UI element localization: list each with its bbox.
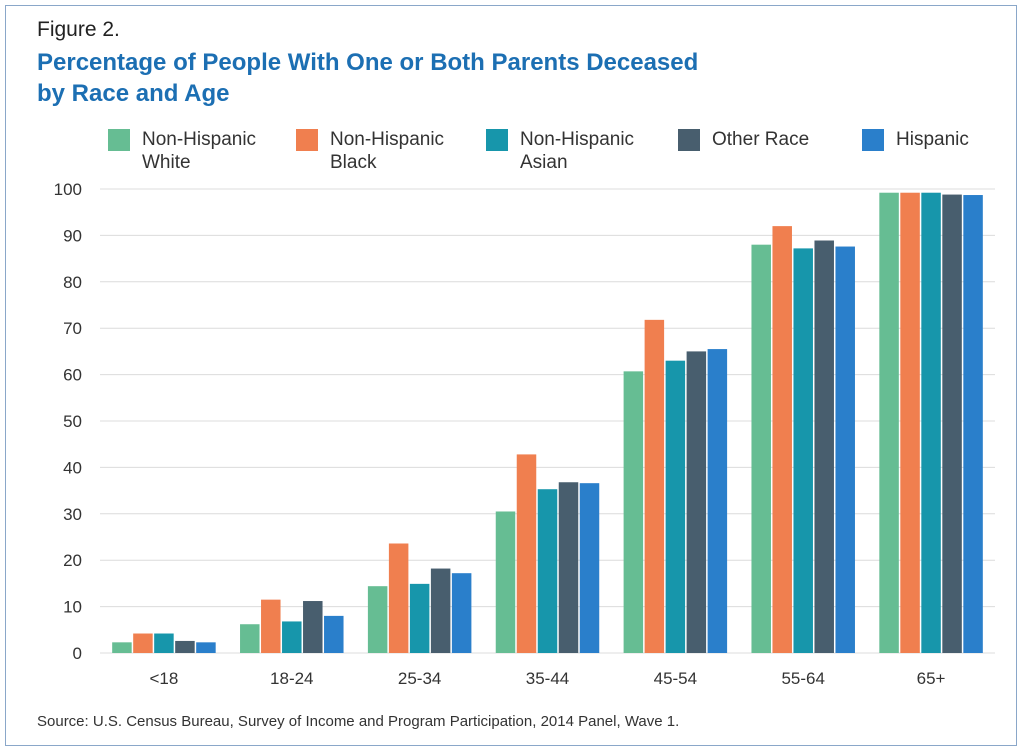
y-tick-label: 90 [63, 226, 82, 245]
bar-non-hispanic-black-4 [644, 319, 665, 653]
bar-hispanic-6 [963, 195, 983, 654]
legend-swatch [486, 129, 508, 151]
legend-item-hispanic: Hispanic [862, 128, 969, 151]
bar-other-race-2 [430, 568, 451, 653]
bar-other-race-0 [175, 640, 195, 653]
legend-label: Non-Hispanic Black [330, 129, 445, 173]
bar-non-hispanic-black-0 [133, 633, 153, 653]
legend-label: Non-Hispanic White [142, 129, 257, 173]
bar-non-hispanic-white-6 [879, 192, 899, 653]
legend-item-non-hispanic-asian: Non-Hispanic Asian [486, 128, 634, 174]
bar-non-hispanic-white-1 [240, 624, 260, 653]
bar-hispanic-4 [707, 349, 728, 653]
bar-non-hispanic-asian-4 [665, 360, 686, 653]
y-tick-label: 20 [63, 551, 82, 570]
bar-non-hispanic-black-6 [900, 192, 920, 653]
x-tick-label: 55-64 [781, 669, 824, 688]
x-tick-label: 45-54 [654, 669, 697, 688]
bars [112, 192, 983, 654]
bar-other-race-3 [558, 482, 579, 653]
x-tick-label: 25-34 [398, 669, 441, 688]
legend-swatch [678, 129, 700, 151]
bar-non-hispanic-white-4 [623, 371, 644, 653]
bar-non-hispanic-asian-3 [537, 489, 558, 653]
legend-item-other-race: Other Race [678, 128, 809, 151]
bar-hispanic-3 [579, 483, 600, 653]
x-tick-label: 65+ [917, 669, 946, 688]
bar-other-race-6 [942, 194, 962, 653]
bar-other-race-4 [686, 351, 707, 653]
bar-non-hispanic-black-5 [772, 226, 792, 653]
bar-hispanic-0 [196, 642, 216, 653]
bar-non-hispanic-asian-2 [409, 583, 430, 653]
bar-non-hispanic-asian-0 [154, 633, 174, 653]
y-tick-label: 0 [73, 644, 82, 663]
bar-hispanic-5 [835, 246, 855, 653]
bar-non-hispanic-white-3 [495, 511, 516, 653]
bar-non-hispanic-white-2 [367, 586, 388, 653]
y-tick-label: 70 [63, 319, 82, 338]
legend-swatch [862, 129, 884, 151]
bar-hispanic-2 [451, 573, 472, 653]
bar-other-race-1 [303, 601, 323, 653]
bar-hispanic-1 [324, 615, 344, 653]
y-tick-label: 40 [63, 458, 82, 477]
bar-non-hispanic-asian-1 [282, 621, 302, 653]
y-tick-label: 60 [63, 366, 82, 385]
y-tick-label: 100 [54, 180, 82, 199]
chart-title-line-1: Percentage of People With One or Both Pa… [37, 49, 699, 76]
y-tick-label: 50 [63, 412, 82, 431]
bar-other-race-5 [814, 240, 834, 653]
x-tick-label: 18-24 [270, 669, 313, 688]
chart-title: Percentage of People With One or Both Pa… [37, 47, 837, 109]
chart-title-line-2: by Race and Age [37, 80, 230, 107]
y-tick-label: 30 [63, 505, 82, 524]
legend-item-non-hispanic-white: Non-Hispanic White [108, 128, 256, 174]
bar-non-hispanic-asian-6 [921, 192, 941, 653]
legend-label: Other Race [712, 129, 810, 150]
legend-item-non-hispanic-black: Non-Hispanic Black [296, 128, 444, 174]
bar-non-hispanic-black-2 [388, 543, 409, 653]
bar-non-hispanic-black-1 [261, 599, 281, 653]
legend: Non-Hispanic White Non-Hispanic Black No… [0, 0, 1024, 180]
x-tick-label: 35-44 [526, 669, 569, 688]
legend-label: Hispanic [896, 129, 969, 150]
legend-swatch [296, 129, 318, 151]
legend-label: Non-Hispanic Asian [520, 129, 635, 173]
figure-label: Figure 2. [37, 18, 120, 41]
bar-non-hispanic-asian-5 [793, 248, 813, 653]
y-axis-ticks: 0 10 20 30 40 50 60 70 80 90 100 [54, 180, 82, 663]
y-tick-label: 10 [63, 598, 82, 617]
source-note: Source: U.S. Census Bureau, Survey of In… [37, 713, 680, 730]
bar-non-hispanic-white-5 [751, 244, 771, 653]
bar-non-hispanic-black-3 [516, 454, 537, 653]
x-tick-label: <18 [150, 669, 179, 688]
y-tick-label: 80 [63, 273, 82, 292]
legend-swatch [108, 129, 130, 151]
x-axis-ticks: <18 18-24 25-34 35-44 45-54 55-64 65+ [150, 669, 946, 688]
bar-non-hispanic-white-0 [112, 642, 132, 653]
